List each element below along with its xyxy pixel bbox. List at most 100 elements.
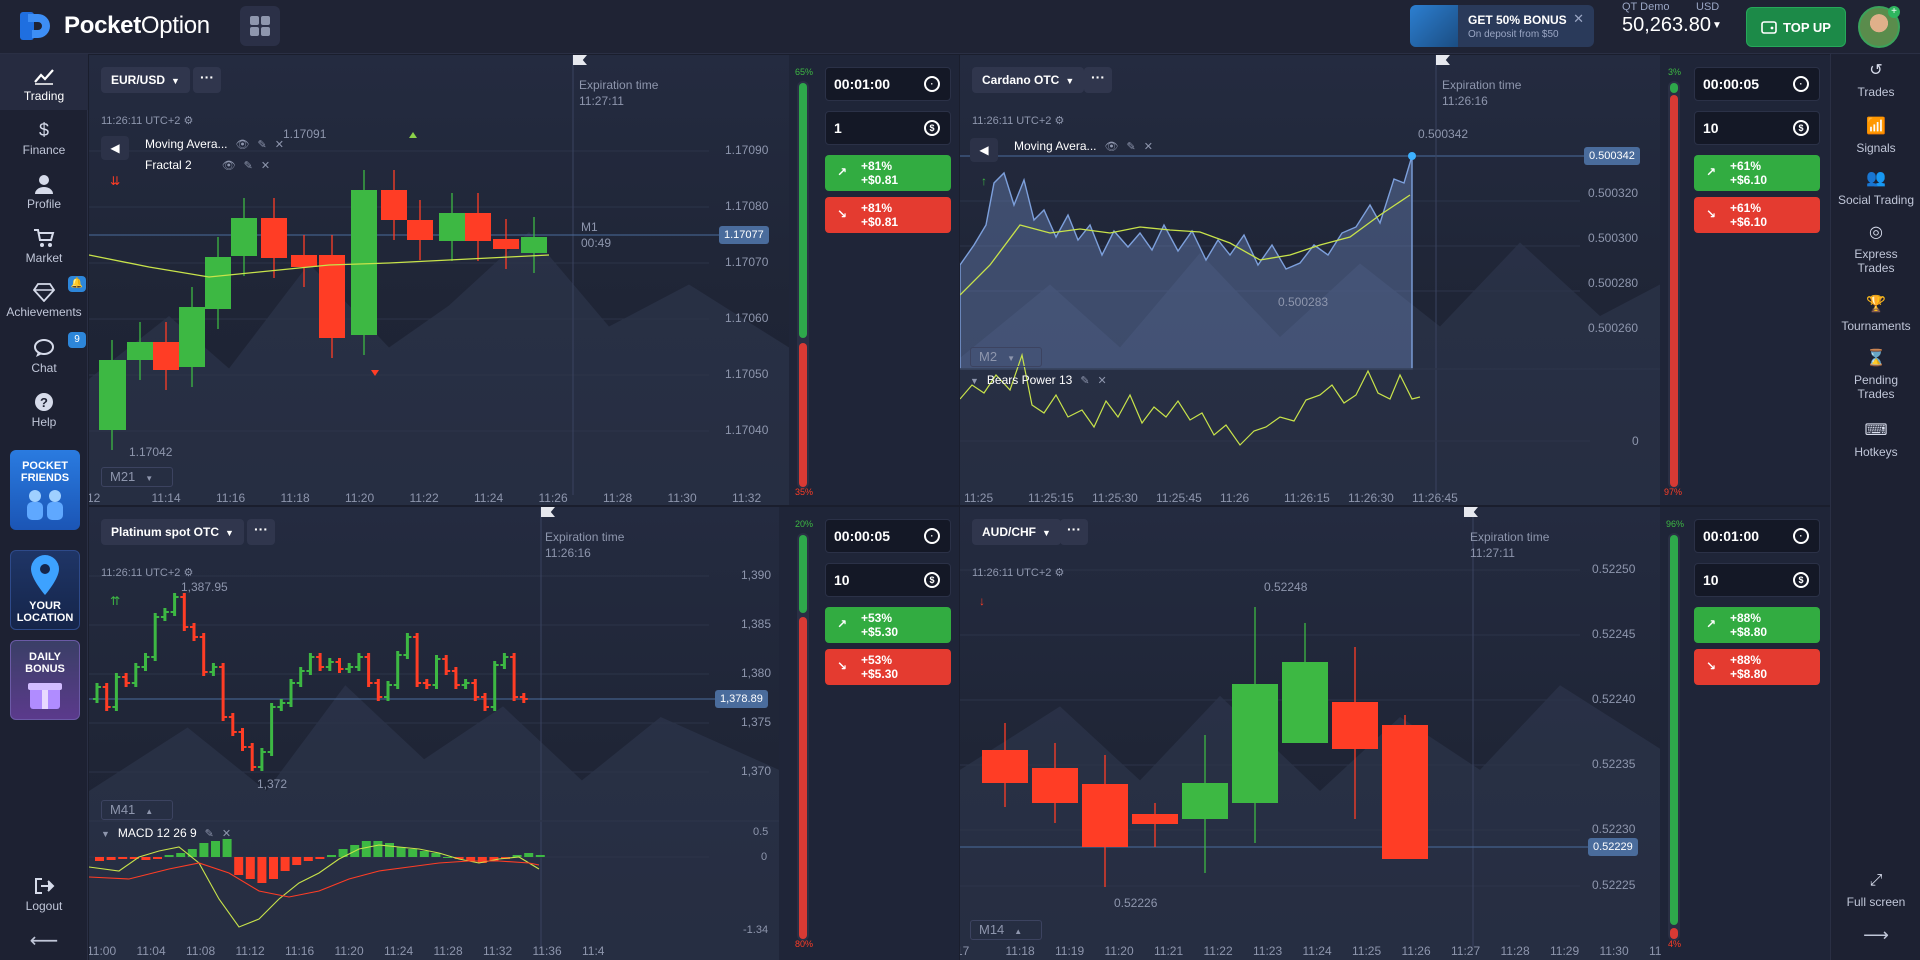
indicator-macd[interactable]: ▼ MACD 12 26 9 ✎ ✕ — [101, 826, 232, 840]
mountain-background — [960, 685, 1660, 960]
trade-time-input[interactable]: 00:00:05 · — [825, 519, 951, 553]
pencil-icon[interactable]: ✎ — [1126, 141, 1136, 153]
collapse-indicators-button[interactable]: ◀ — [970, 138, 998, 162]
rightbar-item-pending-trades[interactable]: ⌛ Pending Trades — [1831, 351, 1920, 402]
timeframe-selector[interactable]: M14 ▲ — [970, 920, 1042, 940]
settings-icon[interactable]: ⚙ — [1054, 567, 1065, 579]
rightbar-item-hotkeys[interactable]: ⌨ Hotkeys — [1831, 423, 1920, 460]
rightbar-item-express-trades[interactable]: ◎ Express Trades — [1831, 225, 1920, 276]
asset-selector[interactable]: AUD/CHF ▼ — [972, 519, 1061, 545]
pencil-icon[interactable]: ✎ — [243, 160, 253, 172]
settings-icon[interactable]: ⚙ — [183, 567, 194, 579]
macd-bar — [164, 855, 174, 857]
area-chart-svg — [960, 55, 1660, 495]
trade-time-input[interactable]: 00:00:05 · — [1694, 67, 1820, 101]
sell-button[interactable]: ↘ +81% +$0.81 — [825, 197, 951, 233]
trade-amount-input[interactable]: 1 $ — [825, 111, 951, 145]
eye-icon[interactable]: 👁 — [221, 160, 236, 172]
collapse-sidebar-arrow-icon[interactable]: ⟵ — [29, 930, 59, 952]
candle — [1382, 725, 1428, 859]
close-icon[interactable]: ✕ — [1143, 141, 1153, 153]
indicator-moving-average[interactable]: Moving Avera... 👁 ✎ ✕ — [1014, 139, 1153, 153]
clock-icon: · — [1793, 76, 1809, 92]
logo[interactable]: PocketOption — [18, 10, 210, 42]
asset-selector[interactable]: EUR/USD ▼ — [101, 67, 190, 93]
close-icon[interactable]: ✕ — [1573, 11, 1584, 26]
timeframe-selector[interactable]: M21 ▼ — [101, 467, 173, 487]
sidebar-item-help[interactable]: ? Help — [0, 392, 88, 429]
collapse-rightbar-arrow-icon[interactable]: ⟶ — [1863, 925, 1889, 945]
close-icon[interactable]: ✕ — [260, 160, 271, 172]
sidebar-item-achievements[interactable]: Achievements — [0, 282, 88, 319]
account-selector[interactable]: QT Demo USD 50,263.80 ▼ — [1616, 0, 1726, 54]
x-tick: 12 — [89, 491, 101, 505]
sidebar-item-profile[interactable]: Profile — [0, 174, 88, 211]
logout-button[interactable]: Logout — [0, 876, 88, 913]
sidebar-item-trading[interactable]: Trading — [0, 54, 88, 110]
candle — [351, 190, 377, 335]
buy-button[interactable]: ↗ +61% +$6.10 — [1694, 155, 1820, 191]
timeframe-selector[interactable]: M41 ▲ — [101, 800, 173, 820]
rightbar-item-social-trading[interactable]: 👥 Social Trading — [1831, 171, 1920, 208]
avatar[interactable]: + — [1858, 6, 1900, 48]
rightbar-item-signals[interactable]: 📶 Signals — [1831, 119, 1920, 156]
pocket-friends-promo[interactable]: POCKET FRIENDS — [10, 450, 80, 530]
chart-area[interactable] — [960, 507, 1660, 960]
candle — [1282, 662, 1328, 743]
chart-menu-button[interactable]: ··· — [193, 67, 221, 93]
trade-amount-input[interactable]: 10 $ — [825, 563, 951, 597]
sidebar-item-chat[interactable]: Chat — [0, 338, 88, 375]
chevron-down-icon: ▼ — [1712, 20, 1722, 31]
close-icon[interactable]: ✕ — [1097, 375, 1107, 387]
chevron-down-icon: ▼ — [145, 474, 154, 483]
buy-button[interactable]: ↗ +81% +$0.81 — [825, 155, 951, 191]
sell-button[interactable]: ↘ +61% +$6.10 — [1694, 197, 1820, 233]
eye-icon[interactable]: 👁 — [1104, 141, 1119, 153]
close-icon[interactable]: ✕ — [221, 828, 232, 840]
arrow-up-right-icon: ↗ — [1706, 165, 1717, 179]
chat-badge: 9 — [68, 332, 86, 348]
fullscreen-button[interactable]: ⤢ Full screen — [1831, 873, 1920, 910]
y-tick: 0.500260 — [1588, 321, 1639, 335]
your-location-promo[interactable]: YOUR LOCATION — [10, 550, 80, 630]
pencil-icon[interactable]: ✎ — [257, 139, 267, 151]
settings-icon[interactable]: ⚙ — [183, 115, 194, 127]
asset-selector[interactable]: Cardano OTC ▼ — [972, 67, 1085, 93]
sell-button[interactable]: ↘ +88% +$8.80 — [1694, 649, 1820, 685]
timeframe-selector[interactable]: M2 ▼ — [970, 347, 1042, 367]
chart-menu-button[interactable]: ··· — [1060, 519, 1088, 545]
buy-button[interactable]: ↗ +88% +$8.80 — [1694, 607, 1820, 643]
expiration-info: Expiration time 11:26:16 — [1442, 78, 1522, 108]
rightbar-item-trades[interactable]: ↺ Trades — [1831, 63, 1920, 100]
brand-regular: Option — [140, 12, 210, 39]
settings-icon[interactable]: ⚙ — [1054, 115, 1065, 127]
buy-button[interactable]: ↗ +53% +$5.30 — [825, 607, 951, 643]
chart-area[interactable] — [89, 507, 779, 960]
asset-selector[interactable]: Platinum spot OTC ▼ — [101, 519, 244, 545]
trade-amount-input[interactable]: 10 $ — [1694, 563, 1820, 597]
rightbar-item-tournaments[interactable]: 🏆 Tournaments — [1831, 297, 1920, 334]
indicator-fractal[interactable]: Fractal 2 👁 ✎ ✕ — [145, 158, 271, 172]
indicator-bears-power[interactable]: ▼ Bears Power 13 ✎ ✕ — [970, 373, 1107, 387]
eye-icon[interactable]: 👁 — [235, 139, 250, 151]
chart-area[interactable] — [960, 55, 1660, 505]
chart-menu-button[interactable]: ··· — [247, 519, 275, 545]
trade-time-input[interactable]: 00:01:00 · — [825, 67, 951, 101]
daily-bonus-promo[interactable]: DAILY BONUS — [10, 640, 80, 720]
chart-menu-button[interactable]: ··· — [1084, 67, 1112, 93]
indicator-moving-average[interactable]: Moving Avera... 👁 ✎ ✕ — [145, 137, 284, 151]
account-balance: 50,263.80 — [1622, 14, 1711, 36]
sell-button[interactable]: ↘ +53% +$5.30 — [825, 649, 951, 685]
pencil-icon[interactable]: ✎ — [1080, 375, 1090, 387]
pencil-icon[interactable]: ✎ — [204, 828, 214, 840]
bonus-banner[interactable]: GET 50% BONUS On deposit from $50 ✕ — [1410, 5, 1594, 47]
top-up-button[interactable]: TOP UP — [1746, 7, 1846, 47]
trade-amount-input[interactable]: 10 $ — [1694, 111, 1820, 145]
trade-time-input[interactable]: 00:01:00 · — [1694, 519, 1820, 553]
chart-area[interactable] — [89, 55, 789, 505]
sidebar-item-finance[interactable]: $ Finance — [22, 120, 66, 157]
sidebar-item-market[interactable]: Market — [0, 228, 88, 265]
collapse-indicators-button[interactable]: ◀ — [101, 136, 129, 160]
layout-grid-button[interactable] — [240, 6, 280, 46]
close-icon[interactable]: ✕ — [274, 139, 284, 151]
